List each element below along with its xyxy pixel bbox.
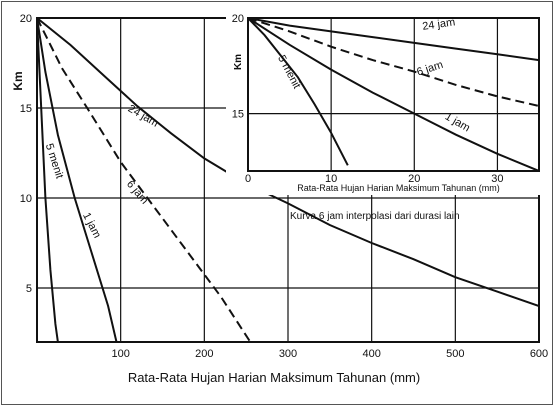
inset-series-5-menit xyxy=(248,18,349,166)
main-x-axis-label: Rata-Rata Hujan Harian Maksimum Tahunan … xyxy=(128,370,420,385)
main-series-1-jam xyxy=(37,18,118,342)
inset-x-tick-20: 20 xyxy=(408,173,420,185)
main-curve-label-24-jam: 24 jam xyxy=(126,103,161,130)
main-y-tick-10: 10 xyxy=(20,193,32,205)
main-x-tick-300: 300 xyxy=(279,348,297,360)
main-y-tick-20: 20 xyxy=(20,13,32,25)
inset-x-tick-10: 10 xyxy=(325,173,337,185)
main-y-tick-5: 5 xyxy=(26,283,32,295)
main-x-tick-600: 600 xyxy=(530,348,548,360)
inset-background xyxy=(226,12,543,195)
main-curve-label-6-jam: 6 jam xyxy=(124,178,150,206)
main-y-axis-label: Km xyxy=(11,71,25,90)
main-x-tick-500: 500 xyxy=(446,348,464,360)
main-x-tick-100: 100 xyxy=(111,348,129,360)
inset-series-24-jam xyxy=(248,18,539,62)
inset-x-tick-0: 0 xyxy=(245,173,251,185)
interpolation-note: Kurva 6 jam interpolasi dari durasi lain xyxy=(290,211,460,222)
inset-series-6-jam xyxy=(248,18,539,107)
inset-y-tick-15: 15 xyxy=(232,109,244,121)
main-series-5-menit xyxy=(37,18,59,342)
inset-curve-label-24-jam: 24 jam xyxy=(422,16,456,32)
inset-x-tick-30: 30 xyxy=(491,173,503,185)
inset-y-tick-20: 20 xyxy=(232,13,244,25)
main-y-tick-15: 15 xyxy=(20,103,32,115)
main-x-tick-200: 200 xyxy=(195,348,213,360)
inset-series-1-jam xyxy=(248,18,539,171)
main-x-tick-400: 400 xyxy=(362,348,380,360)
inset-plot-area xyxy=(247,17,540,172)
inset-y-axis-label: Km xyxy=(233,54,244,70)
main-series-6-jam xyxy=(37,18,252,342)
inset-x-axis-label: Rata-Rata Hujan Harian Maksimum Tahunan … xyxy=(297,183,499,193)
